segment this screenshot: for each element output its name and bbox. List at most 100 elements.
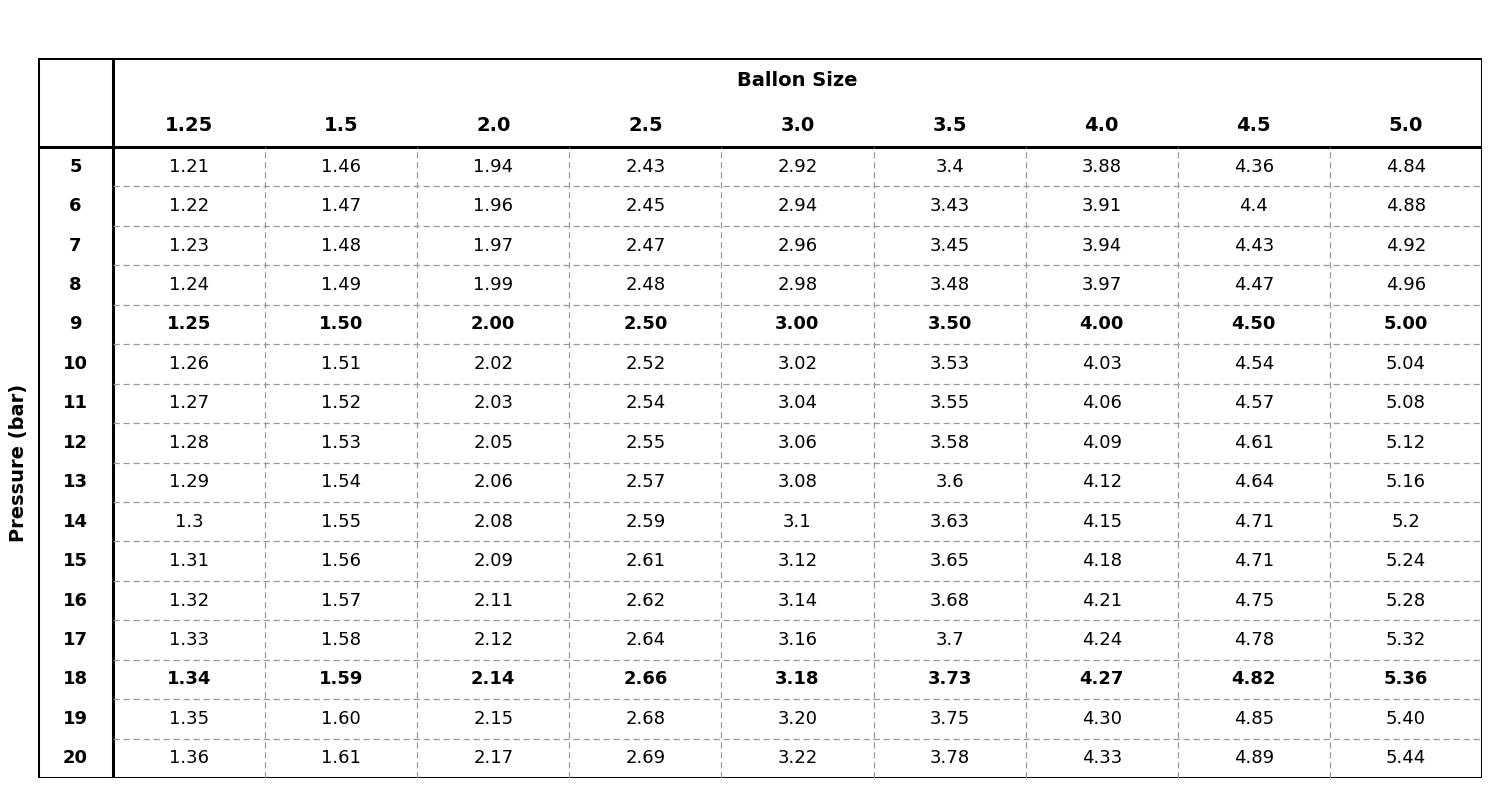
Text: 2.94: 2.94 [777, 198, 818, 215]
Text: 1.58: 1.58 [321, 631, 362, 649]
Text: 5.08: 5.08 [1386, 394, 1426, 412]
Text: 3.63: 3.63 [930, 513, 969, 531]
Text: 1.46: 1.46 [321, 158, 362, 175]
Text: 5.12: 5.12 [1386, 434, 1426, 452]
Text: 3.68: 3.68 [930, 592, 969, 610]
Text: 2.5: 2.5 [628, 116, 663, 135]
Text: 2.57: 2.57 [626, 473, 666, 491]
Text: 5: 5 [69, 158, 81, 175]
Text: 19: 19 [63, 710, 88, 728]
Text: 3.53: 3.53 [930, 355, 969, 373]
Text: 4.85: 4.85 [1234, 710, 1274, 728]
Text: 4.24: 4.24 [1082, 631, 1122, 649]
Text: 3.78: 3.78 [930, 749, 969, 767]
Text: 4.33: 4.33 [1082, 749, 1122, 767]
Text: 1.54: 1.54 [321, 473, 362, 491]
Text: 1.28: 1.28 [170, 434, 208, 452]
Text: 2.02: 2.02 [474, 355, 513, 373]
Text: 4.12: 4.12 [1082, 473, 1122, 491]
Text: 3.75: 3.75 [930, 710, 969, 728]
Text: 4.15: 4.15 [1082, 513, 1122, 531]
Text: 2.48: 2.48 [626, 276, 666, 294]
Text: 1.27: 1.27 [170, 394, 208, 412]
Text: 1.55: 1.55 [321, 513, 362, 531]
Text: 9: 9 [69, 315, 81, 333]
Text: 7: 7 [69, 236, 81, 254]
Text: 1.5: 1.5 [324, 116, 358, 135]
Text: 4.50: 4.50 [1232, 315, 1276, 333]
Text: 3.14: 3.14 [777, 592, 818, 610]
Text: 20: 20 [63, 749, 88, 767]
Text: 2.11: 2.11 [474, 592, 513, 610]
Text: 3.22: 3.22 [777, 749, 818, 767]
Text: 3.5: 3.5 [933, 116, 968, 135]
Text: 1.51: 1.51 [321, 355, 362, 373]
Text: Ballon Size: Ballon Size [738, 72, 858, 91]
Text: 2.0: 2.0 [476, 116, 510, 135]
Text: 2.12: 2.12 [472, 631, 513, 649]
Text: 1.3: 1.3 [174, 513, 204, 531]
Text: 4.06: 4.06 [1082, 394, 1122, 412]
Text: 2.64: 2.64 [626, 631, 666, 649]
Text: 4.89: 4.89 [1234, 749, 1274, 767]
Text: 5.32: 5.32 [1386, 631, 1426, 649]
Text: 5.04: 5.04 [1386, 355, 1426, 373]
Text: 1.33: 1.33 [170, 631, 208, 649]
Text: 2.43: 2.43 [626, 158, 666, 175]
Text: 2.47: 2.47 [626, 236, 666, 254]
Text: 2.14: 2.14 [471, 671, 516, 688]
Text: 1.23: 1.23 [170, 236, 208, 254]
Text: 4.82: 4.82 [1232, 671, 1276, 688]
Text: 3.73: 3.73 [927, 671, 972, 688]
Text: 1.29: 1.29 [170, 473, 208, 491]
Text: 1.97: 1.97 [472, 236, 513, 254]
Text: 3.02: 3.02 [777, 355, 818, 373]
Text: 4.09: 4.09 [1082, 434, 1122, 452]
Text: 1.60: 1.60 [321, 710, 362, 728]
Text: Pressure (bar): Pressure (bar) [9, 383, 28, 542]
Text: 1.99: 1.99 [472, 276, 513, 294]
Text: 3.58: 3.58 [930, 434, 969, 452]
Text: 6: 6 [69, 198, 81, 215]
Text: 2.50: 2.50 [622, 315, 668, 333]
Text: 1.32: 1.32 [170, 592, 208, 610]
Text: 3.00: 3.00 [776, 315, 819, 333]
Text: 5.0: 5.0 [1389, 116, 1423, 135]
Text: 2.03: 2.03 [474, 394, 513, 412]
Text: 4.96: 4.96 [1386, 276, 1426, 294]
Text: 2.15: 2.15 [472, 710, 513, 728]
Text: 3.4: 3.4 [934, 158, 964, 175]
Text: 2.59: 2.59 [626, 513, 666, 531]
Text: 5.36: 5.36 [1384, 671, 1428, 688]
Text: 2.52: 2.52 [626, 355, 666, 373]
Text: 3.88: 3.88 [1082, 158, 1122, 175]
Text: 3.1: 3.1 [783, 513, 812, 531]
Text: 3.0: 3.0 [780, 116, 814, 135]
Text: 3.18: 3.18 [776, 671, 819, 688]
Text: 4.71: 4.71 [1234, 552, 1274, 570]
Text: Compliance Chart for 0.014", Guidewire compatible PTA catheter: Compliance Chart for 0.014", Guidewire c… [278, 16, 1244, 42]
Text: 3.55: 3.55 [930, 394, 969, 412]
Text: 1.56: 1.56 [321, 552, 362, 570]
Text: 1.25: 1.25 [166, 315, 211, 333]
Text: 5.24: 5.24 [1386, 552, 1426, 570]
Text: 4.61: 4.61 [1234, 434, 1274, 452]
Text: 1.50: 1.50 [320, 315, 363, 333]
Text: 1.25: 1.25 [165, 116, 213, 135]
Text: 4.00: 4.00 [1080, 315, 1124, 333]
Text: 3.48: 3.48 [930, 276, 969, 294]
Text: 4.71: 4.71 [1234, 513, 1274, 531]
Text: 1.57: 1.57 [321, 592, 362, 610]
Text: 2.08: 2.08 [474, 513, 513, 531]
Text: 4.88: 4.88 [1386, 198, 1426, 215]
Text: 11: 11 [63, 394, 88, 412]
Text: 3.6: 3.6 [936, 473, 964, 491]
Text: 1.59: 1.59 [320, 671, 363, 688]
Text: 4.36: 4.36 [1234, 158, 1274, 175]
Text: 2.54: 2.54 [626, 394, 666, 412]
Text: 3.20: 3.20 [777, 710, 818, 728]
Text: 3.16: 3.16 [777, 631, 818, 649]
Text: 2.61: 2.61 [626, 552, 666, 570]
Text: 5.00: 5.00 [1384, 315, 1428, 333]
Text: 1.94: 1.94 [472, 158, 513, 175]
